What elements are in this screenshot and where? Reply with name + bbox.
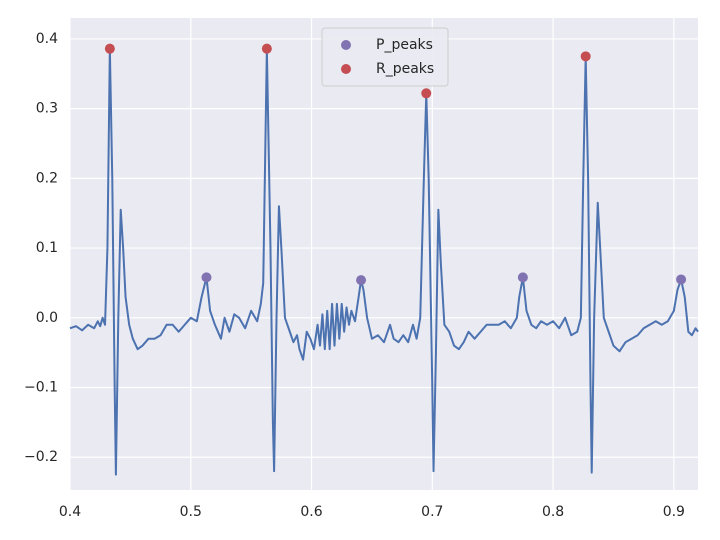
x-tick-label: 0.9 <box>663 504 685 520</box>
peak-marker <box>676 274 687 285</box>
x-tick-label: 0.4 <box>59 504 81 520</box>
x-tick-label: 0.6 <box>300 504 322 520</box>
y-tick-label: 0.4 <box>36 31 58 47</box>
y-tick-label: 0.3 <box>36 101 58 117</box>
legend-label: P_peaks <box>376 37 433 53</box>
y-tick-label: 0.0 <box>36 310 58 326</box>
peak-marker <box>261 43 272 54</box>
plot-area <box>70 18 698 490</box>
y-tick-label: 0.2 <box>36 170 58 186</box>
peak-marker <box>201 272 212 283</box>
y-tick-label: −0.2 <box>24 449 58 465</box>
legend: P_peaks R_peaks <box>321 27 449 87</box>
y-tick-label: 0.1 <box>36 240 58 256</box>
y-tick-label: −0.1 <box>24 380 58 396</box>
signal-line <box>69 47 699 476</box>
legend-marker <box>341 64 351 74</box>
x-tick-label: 0.7 <box>421 504 443 520</box>
peak-marker <box>421 88 432 99</box>
peak-marker <box>580 51 591 62</box>
legend-marker <box>341 40 351 50</box>
x-tick-label: 0.5 <box>180 504 202 520</box>
peak-marker <box>104 43 115 54</box>
peak-marker <box>356 275 367 286</box>
legend-box <box>321 27 449 87</box>
x-tick-label: 0.8 <box>542 504 564 520</box>
peak-marker <box>517 272 528 283</box>
legend-label: R_peaks <box>376 61 434 77</box>
